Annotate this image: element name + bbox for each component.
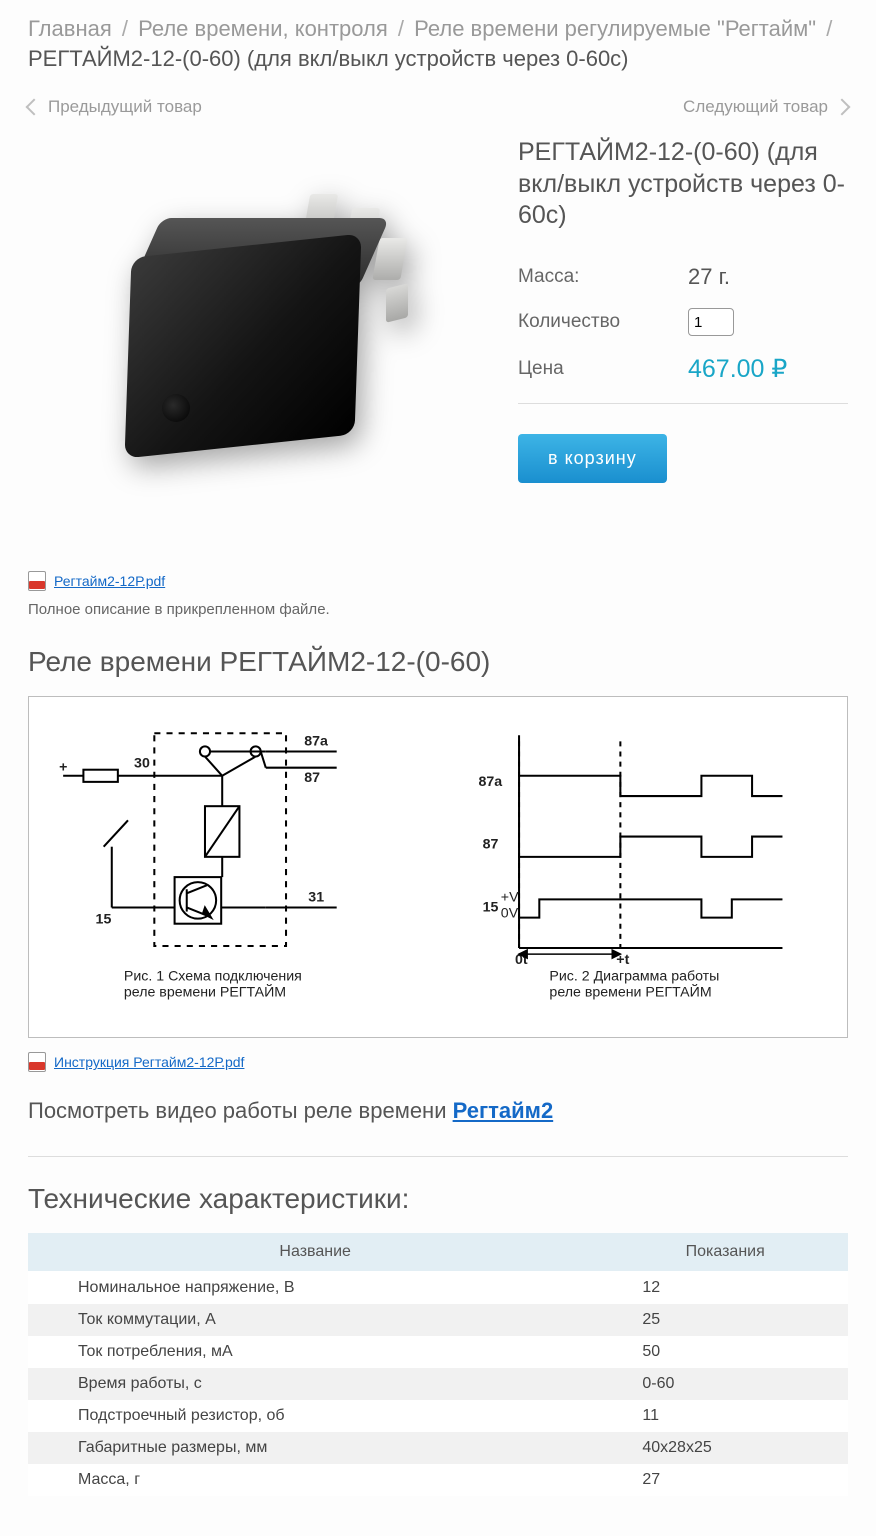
- specs-table: Название Показания Номинальное напряжени…: [28, 1233, 848, 1496]
- price-label: Цена: [518, 358, 688, 380]
- spec-name: Ток потребления, мA: [28, 1336, 602, 1368]
- svg-text:15: 15: [96, 912, 112, 928]
- product-title: РЕГТАЙМ2-12-(0-60) (для вкл/выкл устройс…: [518, 137, 848, 231]
- spec-name: Время работы, с: [28, 1368, 602, 1400]
- spec-value: 11: [602, 1400, 848, 1432]
- spec-row: Подстроечный резистор, об11: [28, 1400, 848, 1432]
- spec-value: 25: [602, 1304, 848, 1336]
- attachment-link-2[interactable]: Инструкция Регтайм2-12Р.pdf: [54, 1054, 244, 1070]
- spec-value: 0-60: [602, 1368, 848, 1400]
- svg-text:0V: 0V: [501, 906, 519, 922]
- svg-text:87a: 87a: [479, 774, 503, 790]
- svg-text:реле времени РЕГТАЙМ: реле времени РЕГТАЙМ: [549, 983, 711, 1001]
- spec-value: 12: [602, 1272, 848, 1305]
- quantity-input[interactable]: [688, 308, 734, 336]
- spec-row: Время работы, с0-60: [28, 1368, 848, 1400]
- attachment-note: Полное описание в прикрепленном файле.: [28, 601, 848, 618]
- pdf-icon: [28, 1052, 46, 1072]
- spec-name: Номинальное напряжение, В: [28, 1272, 602, 1305]
- spec-name: Габаритные размеры, мм: [28, 1432, 602, 1464]
- svg-text:Рис. 1 Схема подключения: Рис. 1 Схема подключения: [124, 969, 302, 985]
- breadcrumb-link-home[interactable]: Главная: [28, 16, 112, 41]
- spec-name: Масса, г: [28, 1464, 602, 1496]
- svg-text:Рис. 2 Диаграмма работы: Рис. 2 Диаграмма работы: [549, 969, 719, 985]
- info-divider: [518, 403, 848, 404]
- spec-row: Масса, г27: [28, 1464, 848, 1496]
- diagram-svg: + 30 15 87a 87 31 Рис. 1 Схема подключен…: [53, 715, 823, 1019]
- breadcrumb-current: РЕГТАЙМ2-12-(0-60) (для вкл/выкл устройс…: [28, 46, 629, 71]
- spec-value: 50: [602, 1336, 848, 1368]
- svg-text:87: 87: [304, 770, 320, 786]
- svg-text:30: 30: [134, 756, 150, 772]
- chevron-left-icon: [26, 99, 43, 116]
- quantity-label: Количество: [518, 311, 688, 333]
- svg-text:87: 87: [483, 837, 499, 853]
- breadcrumb-sep: /: [122, 16, 128, 41]
- spec-name: Подстроечный резистор, об: [28, 1400, 602, 1432]
- relay-illustration: [118, 186, 408, 456]
- video-row: Посмотреть видео работы реле времени Рег…: [28, 1098, 848, 1124]
- spec-name: Ток коммутации, А: [28, 1304, 602, 1336]
- specs-heading: Технические характеристики:: [28, 1183, 848, 1215]
- attachment-link-1[interactable]: Регтайм2-12Р.pdf: [54, 573, 165, 589]
- svg-text:15: 15: [483, 900, 499, 916]
- next-product-label: Следующий товар: [683, 97, 828, 117]
- breadcrumb: Главная / Реле времени, контроля / Реле …: [28, 14, 848, 73]
- spec-row: Номинальное напряжение, В12: [28, 1272, 848, 1305]
- chevron-right-icon: [834, 99, 851, 116]
- video-link[interactable]: Регтайм2: [453, 1098, 554, 1123]
- spec-row: Ток коммутации, А25: [28, 1304, 848, 1336]
- prev-product-label: Предыдущий товар: [48, 97, 202, 117]
- video-prefix: Посмотреть видео работы реле времени: [28, 1098, 453, 1123]
- specs-col-value: Показания: [602, 1233, 848, 1272]
- mass-value: 27 г.: [688, 264, 730, 290]
- svg-text:87a: 87a: [304, 734, 328, 750]
- svg-text:31: 31: [308, 890, 324, 906]
- spec-row: Ток потребления, мA50: [28, 1336, 848, 1368]
- svg-text:+: +: [59, 760, 67, 776]
- spec-value: 27: [602, 1464, 848, 1496]
- section-title: Реле времени РЕГТАЙМ2-12-(0-60): [28, 646, 848, 678]
- svg-text:реле времени РЕГТАЙМ: реле времени РЕГТАЙМ: [124, 983, 286, 1001]
- specs-col-name: Название: [28, 1233, 602, 1272]
- spec-row: Габаритные размеры, мм40х28х25: [28, 1432, 848, 1464]
- svg-text:+V: +V: [501, 890, 519, 906]
- breadcrumb-sep: /: [398, 16, 404, 41]
- next-product-link[interactable]: Следующий товар: [683, 97, 848, 117]
- pdf-icon: [28, 571, 46, 591]
- breadcrumb-link-cat2[interactable]: Реле времени регулируемые "Регтайм": [414, 16, 816, 41]
- mass-label: Масса:: [518, 266, 688, 288]
- section-divider: [28, 1156, 848, 1157]
- prev-product-link[interactable]: Предыдущий товар: [28, 97, 202, 117]
- product-image[interactable]: [28, 131, 498, 511]
- add-to-cart-button[interactable]: в корзину: [518, 434, 667, 483]
- breadcrumb-sep: /: [826, 16, 832, 41]
- breadcrumb-link-cat1[interactable]: Реле времени, контроля: [138, 16, 388, 41]
- wiring-diagram: + 30 15 87a 87 31 Рис. 1 Схема подключен…: [28, 696, 848, 1038]
- spec-value: 40х28х25: [602, 1432, 848, 1464]
- price-value: 467.00 ₽: [688, 354, 787, 384]
